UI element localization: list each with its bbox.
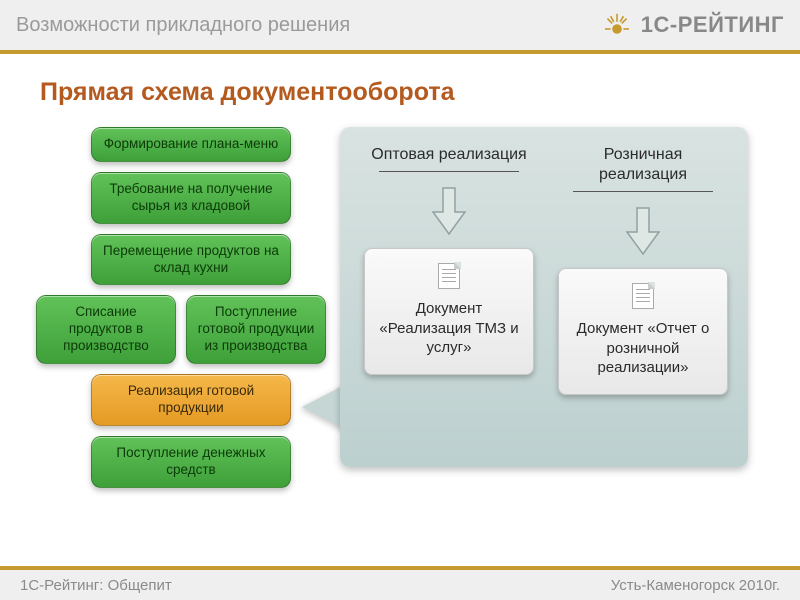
flow-column: Формирование плана-меню Требование на по… [36, 127, 326, 488]
flow-box: Формирование плана-меню [91, 127, 291, 162]
detail-col-wholesale: Оптовая реализация Документ «Реализация … [364, 145, 534, 449]
sun-icon [601, 9, 633, 41]
detail-col-retail: Розничная реализация Документ «Отчет о р… [558, 145, 728, 449]
arrow-down-icon [429, 186, 469, 236]
col-title: Оптовая реализация [371, 145, 526, 171]
header-title: Возможности прикладного решения [16, 14, 350, 37]
flow-box: Списание продуктов в производство [36, 295, 176, 364]
flow-box: Перемещение продуктов на склад кухни [91, 234, 291, 286]
content-area: Формирование плана-меню Требование на по… [0, 127, 800, 488]
document-icon [438, 263, 460, 289]
footer-left: 1С-Рейтинг: Общепит [20, 577, 172, 594]
footer-right: Усть-Каменогорск 2010г. [611, 577, 780, 594]
col-underline [379, 171, 519, 172]
flow-box: Требование на получение сырья из кладово… [91, 172, 291, 224]
accent-divider [0, 50, 800, 54]
brand: 1С-РЕЙТИНГ [601, 9, 784, 41]
slide-header: Возможности прикладного решения 1С-РЕЙТИ… [0, 0, 800, 50]
doc-label: Документ «Отчет о розничной реализации» [569, 319, 717, 378]
doc-box: Документ «Отчет о розничной реализации» [558, 268, 728, 395]
flow-box-highlight: Реализация готовой продукции [91, 374, 291, 426]
doc-label: Документ «Реализация ТМЗ и услуг» [375, 299, 523, 358]
flow-box: Поступление денежных средств [91, 436, 291, 488]
doc-box: Документ «Реализация ТМЗ и услуг» [364, 248, 534, 375]
slide-title: Прямая схема документооборота [40, 78, 800, 107]
arrow-down-icon [623, 206, 663, 256]
slide-footer: 1С-Рейтинг: Общепит Усть-Каменогорск 201… [0, 566, 800, 600]
flow-box: Поступление готовой продукции из произво… [186, 295, 326, 364]
col-title: Розничная реализация [558, 145, 728, 191]
col-underline [573, 191, 713, 192]
document-icon [632, 283, 654, 309]
flow-row-split: Списание продуктов в производство Поступ… [36, 295, 326, 364]
detail-panel: Оптовая реализация Документ «Реализация … [340, 127, 748, 467]
brand-text: 1С-РЕЙТИНГ [641, 12, 784, 38]
